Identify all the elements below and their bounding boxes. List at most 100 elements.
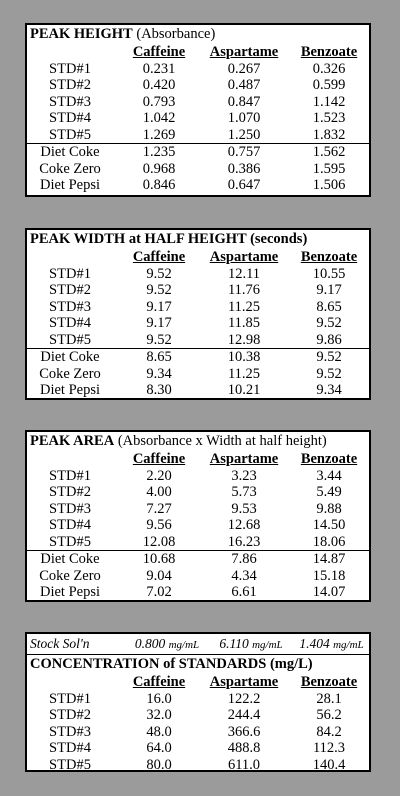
row-label: STD#1 <box>49 690 91 707</box>
table-cell: 14.07 <box>312 584 346 600</box>
table-cell: 611.0 <box>227 756 261 773</box>
table-cell: 9.53 <box>231 500 257 517</box>
table-row: STD#4 9.56 12.68 14.50 <box>27 517 369 534</box>
peak-height-table: PEAK HEIGHT (Absorbance) Caffeine Aspart… <box>25 23 371 197</box>
table-cell: 3.44 <box>316 467 342 484</box>
table-cell: 9.52 <box>316 315 342 331</box>
table-row: Coke Zero 0.968 0.386 1.595 <box>27 161 369 178</box>
table-row: STD#2 9.52 11.76 9.17 <box>27 282 369 299</box>
table-cell: 2.20 <box>146 467 172 484</box>
row-label: STD#4 <box>49 315 91 331</box>
table-cell: 6.61 <box>231 584 257 600</box>
table-cell: 0.846 <box>142 177 176 193</box>
table-row: STD#4 64.0 488.8 112.3 <box>27 740 369 757</box>
table-row: STD#3 9.17 11.25 8.65 <box>27 299 369 316</box>
table-row: STD#5 80.0 611.0 140.4 <box>27 757 369 774</box>
column-header: Aspartame <box>209 44 279 60</box>
table-cell: 9.34 <box>146 365 172 382</box>
row-label: STD#3 <box>49 298 91 315</box>
table-cell: 9.52 <box>316 365 342 382</box>
row-label: STD#4 <box>49 517 91 533</box>
row-label: STD#2 <box>49 707 91 723</box>
peak-area-table: PEAK AREA (Absorbance x Width at half he… <box>25 430 371 602</box>
peak-height-grid: Caffeine Aspartame Benzoate STD#1 0.231 0.… <box>27 44 369 194</box>
table-cell: 84.2 <box>316 723 342 740</box>
table-cell: 9.52 <box>289 348 369 366</box>
table-row: STD#5 1.269 1.250 1.832 <box>27 127 369 144</box>
table-cell: 8.30 <box>146 382 172 398</box>
table-cell: 4.34 <box>231 567 257 584</box>
table-cell: 48.0 <box>146 723 172 740</box>
peak-width-title: PEAK WIDTH at HALF HEIGHT (seconds) <box>30 231 308 247</box>
table-cell: 1.269 <box>142 126 176 143</box>
table-row: Diet Pepsi 0.846 0.647 1.506 <box>27 177 369 194</box>
table-cell: 8.65 <box>119 348 199 366</box>
column-header: Caffeine <box>132 44 186 60</box>
table-cell: 9.88 <box>316 500 342 517</box>
table-row: STD#5 12.08 16.23 18.06 <box>27 534 369 551</box>
header-row: Caffeine Aspartame Benzoate <box>27 451 369 468</box>
table-cell: 1.595 <box>312 160 346 177</box>
table-cell: 10.38 <box>199 348 289 366</box>
row-label: Diet Pepsi <box>39 584 100 600</box>
table-row: STD#1 9.52 12.11 10.55 <box>27 266 369 283</box>
header-row: Caffeine Aspartame Benzoate <box>27 44 369 61</box>
table-row: Diet Pepsi 7.02 6.61 14.07 <box>27 584 369 601</box>
table-row: STD#1 0.231 0.267 0.326 <box>27 61 369 78</box>
row-label: STD#4 <box>49 740 91 756</box>
row-label: STD#3 <box>49 723 91 740</box>
table-cell: 366.6 <box>227 723 261 740</box>
table-cell: 0.231 <box>142 60 176 77</box>
row-label: STD#4 <box>49 110 91 126</box>
table-row: STD#1 16.0 122.2 28.1 <box>27 691 369 708</box>
table-cell: 0.420 <box>142 77 176 93</box>
peak-width-table: PEAK WIDTH at HALF HEIGHT (seconds) Caff… <box>25 228 371 400</box>
stock-caffeine: 0.800 mg/mL <box>134 636 200 651</box>
table-row: STD#2 0.420 0.487 0.599 <box>27 77 369 94</box>
row-label: STD#2 <box>49 484 91 500</box>
standards-title: CONCENTRATION of STANDARDS (mg/L) <box>30 656 313 672</box>
table-cell: 10.21 <box>227 382 261 398</box>
table-cell: 0.757 <box>199 143 289 161</box>
row-label: STD#3 <box>49 500 91 517</box>
table-cell: 488.8 <box>227 740 261 756</box>
table-cell: 10.68 <box>119 550 199 568</box>
table-cell: 0.647 <box>227 177 261 193</box>
row-label: Diet Pepsi <box>39 382 100 398</box>
table-cell: 9.17 <box>146 315 172 331</box>
table-cell: 5.73 <box>231 484 257 500</box>
table-cell: 244.4 <box>227 707 261 723</box>
peak-height-title: PEAK HEIGHT (Absorbance) <box>30 26 216 42</box>
table-cell: 14.87 <box>289 550 369 568</box>
table-cell: 1.235 <box>119 143 199 161</box>
row-label: Diet Coke <box>27 143 119 161</box>
column-header: Caffeine <box>132 451 186 467</box>
table-cell: 32.0 <box>146 707 172 723</box>
row-label: STD#5 <box>49 756 91 773</box>
table-row: STD#5 9.52 12.98 9.86 <box>27 332 369 349</box>
row-label: Coke Zero <box>39 567 101 584</box>
table-cell: 9.86 <box>316 331 342 348</box>
table-cell: 8.65 <box>316 298 342 315</box>
header-row: Caffeine Aspartame Benzoate <box>27 249 369 266</box>
column-header: Aspartame <box>209 674 279 690</box>
table-cell: 64.0 <box>146 740 172 756</box>
table-row: Diet Coke 1.235 0.757 1.562 <box>27 143 369 161</box>
row-label: STD#1 <box>49 265 91 282</box>
table-row: STD#2 4.00 5.73 5.49 <box>27 484 369 501</box>
table-cell: 9.52 <box>146 331 172 348</box>
column-header: Benzoate <box>300 44 358 60</box>
table-cell: 4.00 <box>146 484 172 500</box>
row-label: Coke Zero <box>39 160 101 177</box>
table-cell: 7.27 <box>146 500 172 517</box>
row-label: STD#5 <box>49 533 91 550</box>
column-header: Aspartame <box>209 249 279 265</box>
table-cell: 9.52 <box>146 282 172 298</box>
peak-width-grid: Caffeine Aspartame Benzoate STD#1 9.52 12.… <box>27 249 369 399</box>
table-cell: 28.1 <box>316 690 342 707</box>
table-cell: 1.523 <box>312 110 346 126</box>
table-cell: 1.832 <box>312 126 346 143</box>
table-cell: 9.56 <box>146 517 172 533</box>
row-label: STD#3 <box>49 93 91 110</box>
row-label: Diet Pepsi <box>39 177 100 193</box>
